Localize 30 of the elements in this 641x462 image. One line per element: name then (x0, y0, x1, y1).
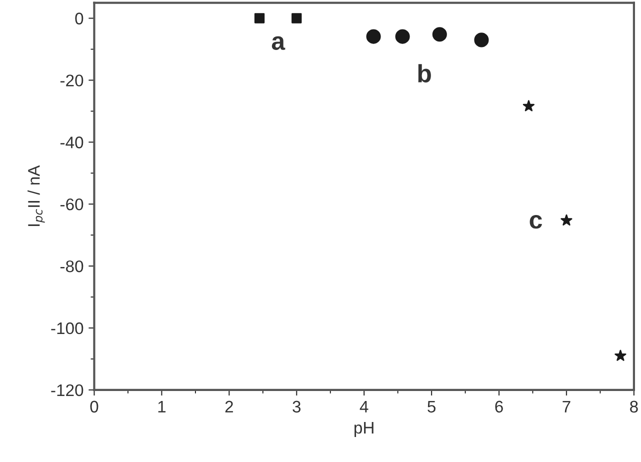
y-tick-label: 0 (75, 12, 84, 24)
point (474, 32, 489, 48)
x-tick-label: 4 (360, 400, 368, 412)
annotation: a (272, 36, 286, 50)
y-tick-label: -120 (51, 384, 84, 396)
point (292, 13, 302, 24)
point (366, 29, 381, 44)
point (395, 29, 410, 44)
annotation: b (418, 64, 431, 82)
x-tick-label: 1 (158, 400, 166, 412)
y-tick-label: -20 (60, 74, 84, 86)
y-tick-label: -40 (60, 136, 84, 148)
y-tick-label: -80 (60, 260, 84, 272)
y-axis-title: I$_{pc}$II / nA (28, 165, 45, 226)
x-axis-title: pH (354, 422, 374, 437)
y-tick-label: -60 (60, 198, 84, 210)
y-tick-label: -100 (51, 322, 84, 334)
point (614, 350, 626, 361)
x-tick-label: 2 (225, 400, 233, 412)
x-tick-label: 6 (495, 400, 503, 413)
annotation: c (530, 214, 542, 229)
x-tick-label: 8 (630, 400, 638, 413)
point (522, 100, 535, 112)
x-tick-label: 3 (292, 400, 301, 413)
x-tick-label: 0 (90, 400, 98, 413)
x-tick-label: 7 (562, 400, 570, 412)
point (560, 214, 572, 226)
point (432, 27, 447, 42)
x-tick-label: 5 (428, 400, 436, 413)
point (254, 13, 265, 24)
